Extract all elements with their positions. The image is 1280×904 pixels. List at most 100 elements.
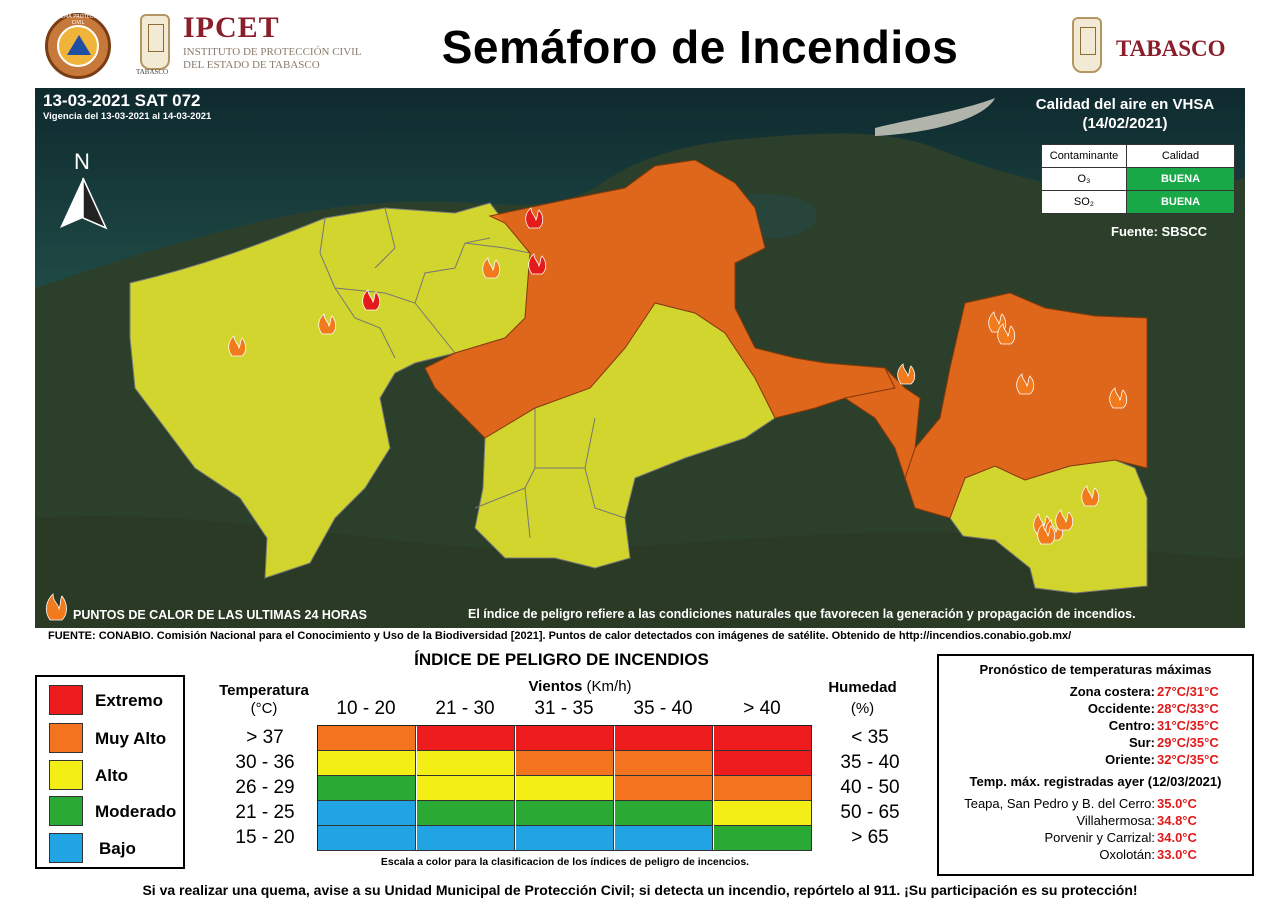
legend-label: Muy Alto (95, 729, 167, 748)
header: SISTEMA PROTECCIÓN CIVIL TABASCO IPCET I… (0, 0, 1280, 88)
index-title: ÍNDICE DE PELIGRO DE INCENDIOS (414, 650, 709, 669)
zone-value: 27°C/31°C (1157, 684, 1219, 699)
risk-cell (417, 726, 515, 751)
north-label: N (74, 149, 90, 174)
pollutant-name: SO₂ (1041, 190, 1127, 214)
forecast-title: Pronóstico de temperaturas máximas (979, 662, 1212, 677)
temperature-row-label: 21 - 25 (235, 802, 295, 823)
zone-label: Oriente: (1105, 752, 1155, 767)
risk-cell (417, 801, 515, 826)
pollutant-name: O₃ (1041, 167, 1127, 191)
recorded-row: Porvenir y Carrizal: 34.0°C (939, 830, 1233, 845)
temperature-forecast-box: Pronóstico de temperaturas máximas Zona … (937, 654, 1254, 876)
zone-label: Zona costera: (1069, 684, 1155, 699)
air-quality-source: Fuente: SBSCC (1111, 224, 1208, 239)
forecast-zone-row: Zona costera: 27°C/31°C (939, 684, 1233, 699)
quality-header: Calidad (1126, 144, 1235, 168)
wind-column-label: 35 - 40 (633, 698, 693, 719)
ipcet-title: IPCET (183, 11, 280, 44)
legend-label: Bajo (99, 839, 136, 858)
ipcet-subtitle-line1: INSTITUTO DE PROTECCIÓN CIVIL (183, 46, 362, 58)
risk-cell (516, 801, 614, 826)
wind-unit: (Km/h) (586, 678, 632, 695)
seal-text: SISTEMA PROTECCIÓN CIVIL (49, 14, 107, 26)
risk-cell (714, 751, 812, 776)
risk-cell (318, 801, 416, 826)
temperature-row-label: > 37 (246, 727, 284, 748)
zone-label: Occidente: (1087, 701, 1155, 716)
humidity-row-label: 40 - 50 (840, 777, 900, 798)
legend-label: Alto (95, 766, 129, 785)
risk-cell (417, 826, 515, 851)
fire-risk-map: 13-03-2021 SAT 072 Vigencia del 13-03-20… (35, 88, 1245, 628)
recorded-value: 34.0°C (1157, 830, 1197, 845)
north-arrow-icon (60, 177, 108, 230)
risk-matrix (317, 725, 812, 851)
ipcet-crest-label: TABASCO (136, 68, 169, 76)
pollutant-header: Contaminante (1041, 144, 1127, 168)
ipcet-subtitle-line2: DEL ESTADO DE TABASCO (183, 59, 320, 71)
recorded-label: Porvenir y Carrizal: (1044, 830, 1155, 845)
recorded-value: 34.8°C (1157, 813, 1197, 828)
risk-cell (417, 776, 515, 801)
zone-value: 32°C/35°C (1157, 752, 1219, 767)
ipcet-crest-logo (140, 14, 170, 70)
sea-area (35, 88, 1245, 288)
air-quality-title-text: Calidad del aire en VHSA (1035, 96, 1215, 113)
risk-cell (714, 826, 812, 851)
recorded-label: Teapa, San Pedro y B. del Cerro: (964, 796, 1155, 811)
wind-column-label: > 40 (743, 698, 781, 719)
legend-swatch (49, 833, 83, 863)
risk-cell (714, 801, 812, 826)
island (875, 98, 995, 136)
risk-cell (318, 726, 416, 751)
quality-value: BUENA (1126, 190, 1235, 214)
fire-icon (228, 335, 247, 357)
legend-label: Moderado (95, 802, 177, 821)
fire-icon (525, 207, 544, 229)
risk-cell (417, 751, 515, 776)
fire-icon (897, 363, 916, 385)
risk-cell (318, 826, 416, 851)
legend-swatch (49, 723, 83, 753)
region-muy-alto-corridor (843, 367, 921, 480)
region-muy-alto-east (904, 292, 1148, 519)
fire-icon (997, 323, 1016, 345)
risk-cell (516, 726, 614, 751)
fire-icon (1109, 387, 1128, 409)
temperature-unit: (°C) (250, 700, 278, 717)
recorded-label: Oxolotán: (1099, 847, 1155, 862)
legend-label: Extremo (95, 691, 164, 710)
hotspot-legend-fire-icon (45, 593, 67, 621)
triangle-icon (67, 35, 91, 55)
southern-land (35, 515, 1245, 628)
fire-icon (362, 289, 381, 311)
humidity-row-label: 50 - 65 (840, 802, 900, 823)
recorded-value: 35.0°C (1157, 796, 1197, 811)
zone-value: 29°C/35°C (1157, 735, 1219, 750)
legend-swatch (49, 796, 83, 826)
fire-icon (1081, 485, 1100, 507)
humidity-unit: (%) (850, 700, 875, 717)
page-title: Semáforo de Incendios (441, 21, 959, 73)
wind-header-label: Vientos (528, 678, 583, 695)
zone-label: Centro: (1108, 718, 1155, 733)
fire-icon (1055, 509, 1074, 531)
risk-cell (615, 776, 713, 801)
risk-cell (615, 726, 713, 751)
tabasco-crest-logo (1072, 17, 1102, 73)
recorded-row: Villahermosa: 34.8°C (939, 813, 1233, 828)
map-note: El índice de peligro refiere a las condi… (468, 607, 1136, 621)
fire-hotspots (45, 207, 1128, 621)
risk-cell (516, 751, 614, 776)
footer-message: Si va realizar una quema, avise a su Uni… (142, 882, 1138, 898)
state-name: TABASCO (1116, 36, 1226, 61)
wind-column-label: 10 - 20 (336, 698, 396, 719)
fire-icon (482, 257, 501, 279)
risk-cell (714, 726, 812, 751)
recorded-label: Villahermosa: (1076, 813, 1155, 828)
wind-column-label: 21 - 30 (435, 698, 495, 719)
recorded-row: Oxolotán: 33.0°C (939, 847, 1233, 862)
air-quality-row: O₃ BUENA (1041, 167, 1235, 191)
temperature-row-label: 26 - 29 (235, 777, 295, 798)
